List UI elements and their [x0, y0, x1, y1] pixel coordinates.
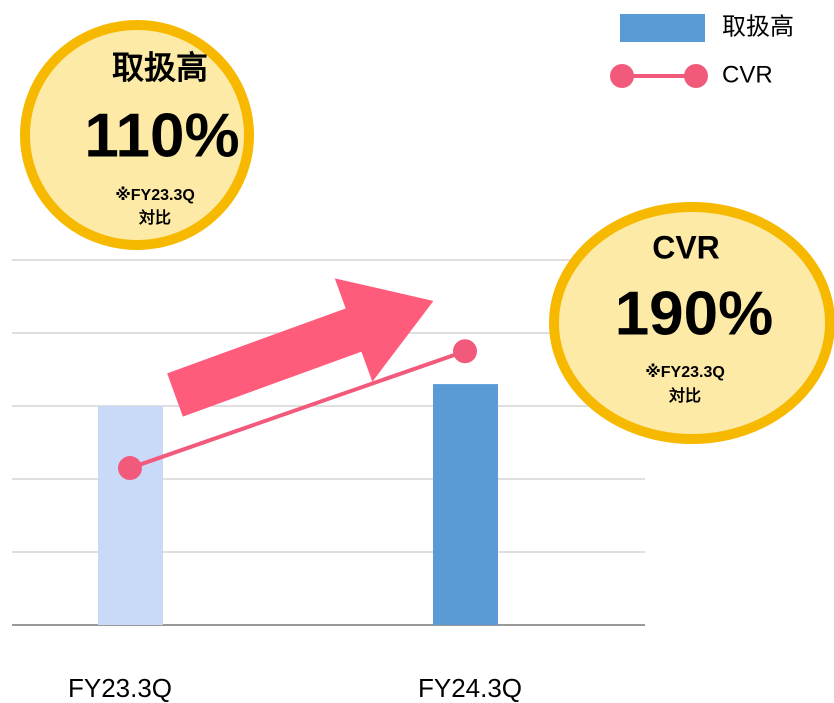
line [129, 349, 466, 470]
legend-swatch [620, 14, 705, 42]
badge-note: 対比 [138, 208, 171, 227]
x-tick-label: FY24.3Q [418, 673, 522, 703]
bar [433, 384, 498, 625]
marks [98, 339, 498, 625]
x-tick-label: FY23.3Q [68, 673, 172, 703]
badge [20, 20, 254, 250]
point [118, 456, 142, 481]
arrow-shaft [167, 307, 364, 417]
point [453, 339, 477, 364]
badge-value: 110% [84, 101, 239, 170]
legend-label: 取扱高 [722, 13, 794, 40]
badge-note: ※FY23.3Q [645, 363, 725, 381]
annotation-2: CVR 190% ※FY23.3Q 対比 [549, 202, 834, 444]
bar [98, 406, 163, 625]
badge-value: 190% [615, 279, 774, 348]
legend-swatch [684, 64, 708, 88]
legend-label: CVR [722, 61, 773, 88]
trend-arrow [167, 278, 434, 417]
legend-swatch [610, 64, 634, 88]
legend: 取扱高 CVR [610, 13, 794, 88]
badge-title: 取扱高 [112, 49, 208, 85]
annotation-1: 取扱高 110% ※FY23.3Q 対比 [20, 20, 254, 250]
arrow-head [334, 278, 434, 382]
badge-title: CVR [652, 229, 720, 265]
badge-note: ※FY23.3Q [115, 186, 195, 204]
badge [549, 202, 834, 444]
badge-note: 対比 [668, 386, 701, 405]
